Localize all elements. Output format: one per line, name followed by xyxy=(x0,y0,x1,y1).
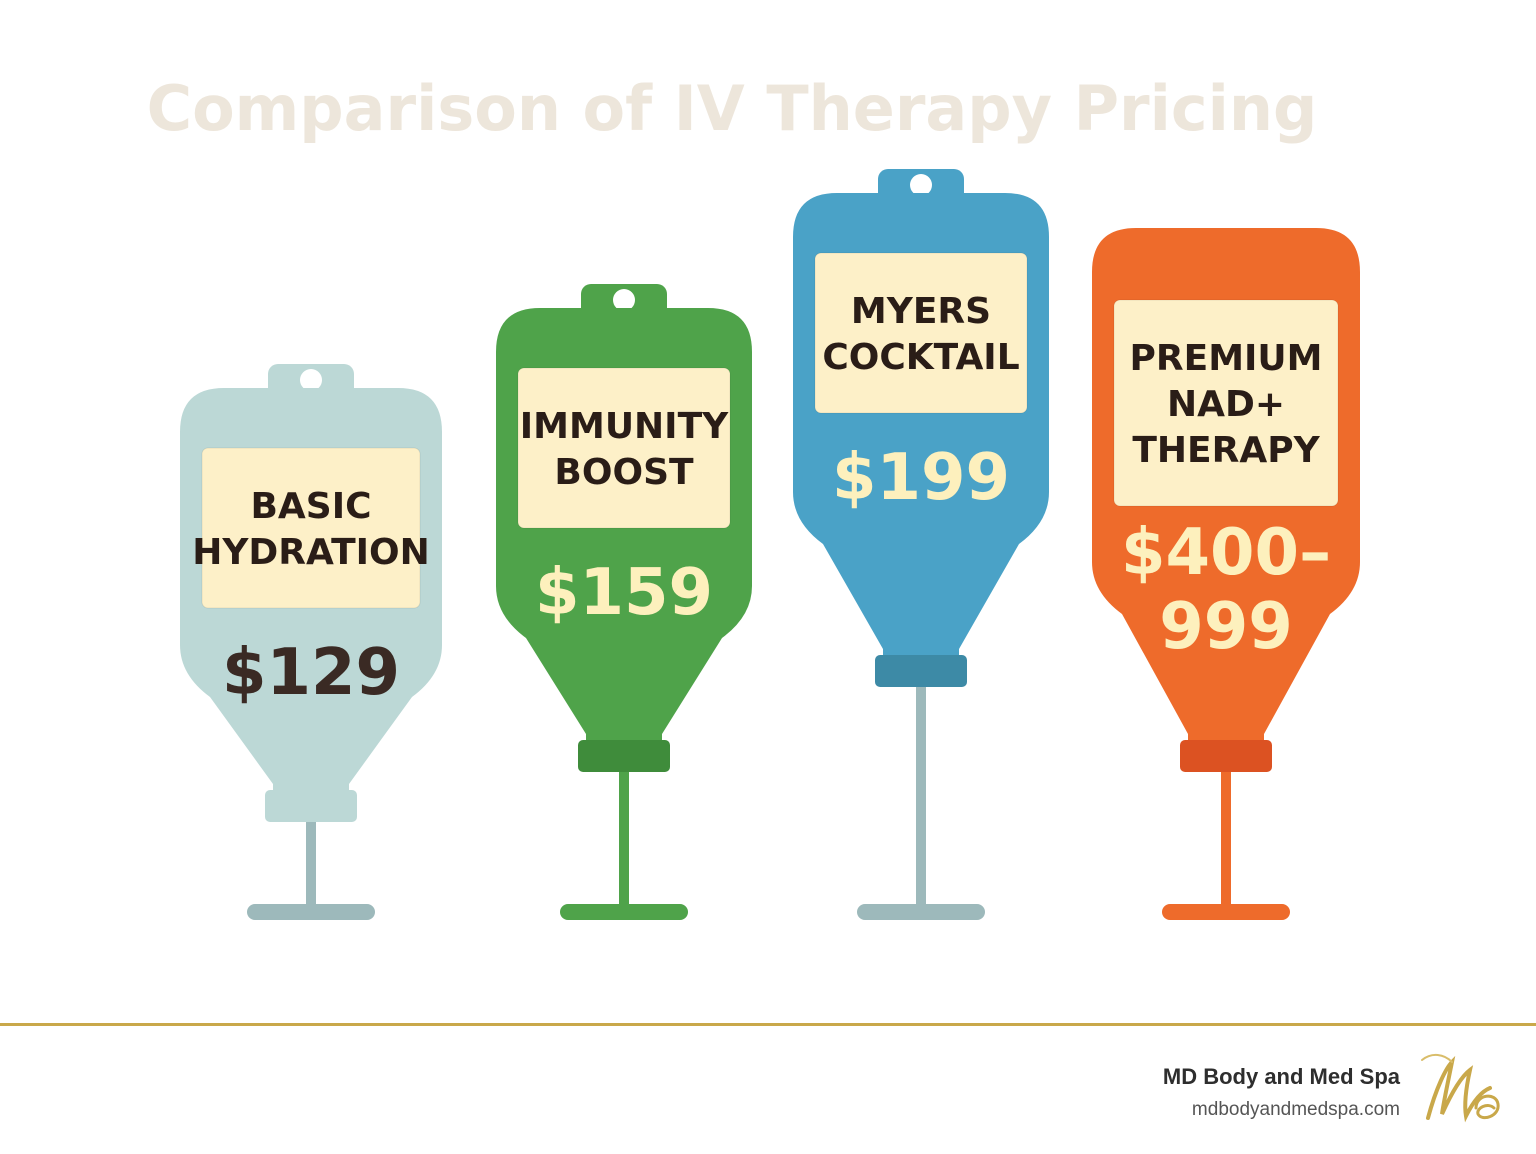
hanger-hole xyxy=(300,369,322,391)
price-data-label: $199 xyxy=(832,441,1010,515)
category-label: NAD+ xyxy=(1167,384,1285,425)
stand-foot xyxy=(247,904,375,920)
category-label: BOOST xyxy=(554,452,694,493)
brand-url: mdbodyandmedspa.com xyxy=(1191,1099,1400,1120)
stand-foot xyxy=(560,904,688,920)
price-data-label: $159 xyxy=(535,556,713,630)
category-label: PREMIUM xyxy=(1130,338,1323,379)
label-box xyxy=(1113,299,1339,507)
stand-stem xyxy=(306,822,316,918)
bag-connector xyxy=(578,740,670,772)
stand-stem xyxy=(1221,772,1231,918)
bag-connector xyxy=(1180,740,1272,772)
stand-stem xyxy=(916,687,926,918)
category-label: MYERS xyxy=(851,291,991,332)
iv-bag-chart: BASIC HYDRATION $129 IMMUNITY BOOST $159 MYERS… xyxy=(180,169,1360,920)
hanger-hole xyxy=(910,174,932,196)
category-label: IMMUNITY xyxy=(520,406,729,447)
md-monogram-logo-icon xyxy=(1421,1054,1500,1123)
stand-stem xyxy=(619,772,629,918)
price-data-label: $400– xyxy=(1121,516,1331,590)
stand-foot xyxy=(1162,904,1290,920)
price-data-label: 999 xyxy=(1159,590,1293,664)
bag-connector xyxy=(875,655,967,687)
label-box xyxy=(517,367,731,529)
category-label: BASIC xyxy=(250,486,371,527)
category-label: THERAPY xyxy=(1132,430,1320,471)
category-label: HYDRATION xyxy=(192,532,430,573)
stand-foot xyxy=(857,904,985,920)
chart-title: Comparison of IV Therapy Pricing xyxy=(146,72,1318,145)
category-label: COCKTAIL xyxy=(822,337,1019,378)
footer-divider xyxy=(0,1023,1536,1026)
bag-connector xyxy=(265,790,357,822)
label-box xyxy=(814,252,1028,414)
hanger-hole xyxy=(613,289,635,311)
brand-name: MD Body and Med Spa xyxy=(1162,1064,1400,1089)
label-box xyxy=(201,447,421,609)
price-data-label: $129 xyxy=(222,636,400,710)
